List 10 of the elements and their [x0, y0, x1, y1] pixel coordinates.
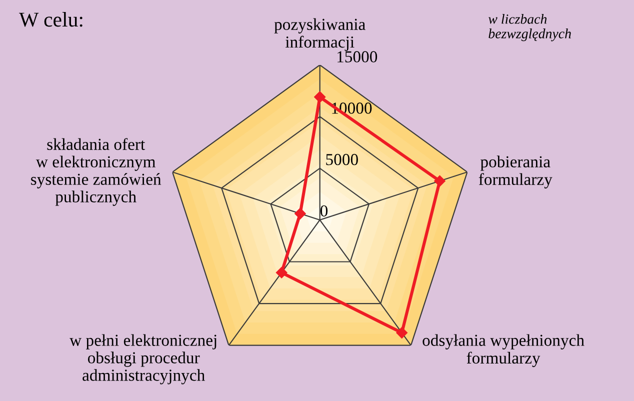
y-tick-label: 5000 [326, 154, 358, 166]
spoke-label: pobierania formularzy [478, 156, 552, 188]
spoke-label: w pełni elektronicznej obsługi procedur administracyjnych [70, 334, 216, 384]
spoke-label: odsyłania wypełnionych formularzy [422, 334, 584, 368]
y-tick-label: 0 [320, 205, 328, 217]
spoke-label: składania ofert w elektronicznym systemie zamówień publicznych [31, 138, 162, 206]
text: w liczbach bezwzględnych [488, 14, 571, 42]
y-tick-label: 15000 [338, 51, 378, 62]
chart-title: W celu: [19, 12, 82, 27]
spoke-label: pozyskiwania informacji [274, 18, 366, 52]
